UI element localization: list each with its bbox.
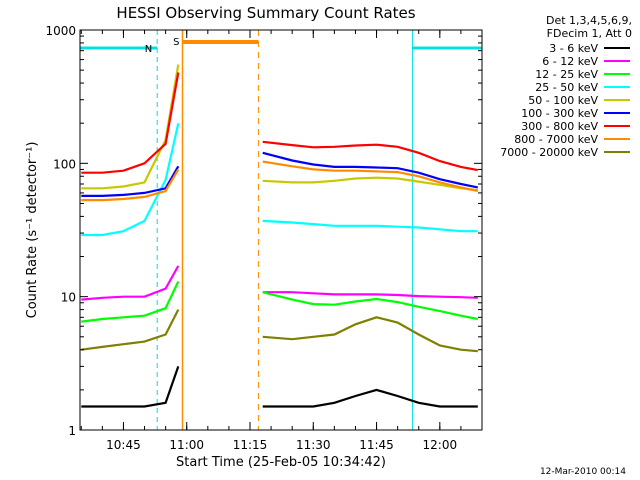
series-line [81, 165, 180, 197]
x-tick-label: 11:00 [169, 438, 204, 452]
legend-header-line: FDecim 1, Att 0 [547, 27, 632, 40]
night-label: N [145, 44, 152, 55]
x-tick-label: 12:00 [423, 438, 458, 452]
legend-entry-label: 12 - 25 keV [535, 68, 598, 81]
x-tick-label: 11:30 [296, 438, 331, 452]
series-line [81, 122, 180, 237]
series-line [81, 168, 180, 202]
x-tick-label: 11:15 [233, 438, 268, 452]
x-tick-label: 11:45 [359, 438, 394, 452]
series-line [81, 309, 180, 351]
legend-entry-label: 300 - 800 keV [521, 120, 598, 133]
series-line [262, 140, 479, 172]
legend-entry-label: 7000 - 20000 keV [500, 146, 598, 159]
series-line [262, 316, 478, 353]
legend-entry-label: 50 - 100 keV [528, 94, 598, 107]
legend-entry-label: 800 - 7000 keV [514, 133, 598, 146]
legend-entry-label: 3 - 6 keV [549, 42, 598, 55]
series-line [81, 64, 180, 190]
y-tick-label: 10 [61, 291, 76, 305]
y-axis: 1 10 100 1000 [45, 24, 482, 438]
series-line [262, 388, 478, 408]
y-tick-label: 100 [53, 157, 76, 171]
interval-bands: NS [79, 30, 483, 430]
series-line [262, 219, 478, 233]
x-tick-label: 10:45 [106, 438, 141, 452]
series-line [262, 291, 479, 321]
series-layer [81, 64, 479, 408]
y-tick-label: 1000 [45, 24, 76, 38]
series-line [81, 265, 180, 301]
series-line [81, 366, 180, 408]
series-line [262, 291, 478, 299]
chart-title: HESSI Observing Summary Count Rates [116, 4, 415, 22]
series-line [81, 281, 180, 323]
x-axis-label: Start Time (25-Feb-05 10:34:42) [176, 455, 386, 470]
plot-frame [79, 29, 483, 431]
footer-timestamp: 12-Mar-2010 00:14 [540, 467, 626, 477]
x-axis: 10:45 11:00 11:15 11:30 11:45 12:00 [80, 30, 483, 452]
legend: Det 1,3,4,5,6,9,FDecim 1, Att 0 3 - 6 keV… [500, 14, 632, 159]
legend-header-line: Det 1,3,4,5,6,9, [546, 14, 632, 27]
saa-label: S [173, 37, 179, 48]
series-line [262, 160, 479, 193]
y-axis-label: Count Rate (s⁻¹ detector⁻¹) [25, 142, 40, 319]
legend-entry-label: 100 - 300 keV [521, 107, 598, 120]
series-line [81, 72, 180, 174]
series-line [262, 176, 478, 192]
legend-entry-label: 25 - 50 keV [535, 81, 598, 94]
legend-entry-label: 6 - 12 keV [542, 55, 598, 68]
series-line [262, 151, 479, 189]
y-tick-label: 1 [68, 424, 76, 438]
